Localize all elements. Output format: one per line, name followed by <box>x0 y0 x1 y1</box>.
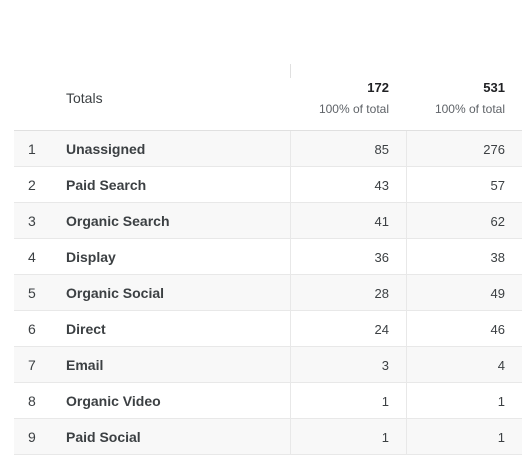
table-row[interactable]: 4 Display 36 38 <box>14 239 522 275</box>
row-dimension: Email <box>66 357 104 373</box>
table-row[interactable]: 8 Organic Video 1 1 <box>14 383 522 419</box>
metric-1-value: 172 <box>367 80 389 95</box>
cell-divider <box>290 275 291 310</box>
table-row[interactable]: 5 Organic Social 28 49 <box>14 275 522 311</box>
row-metric-1: 85 <box>374 142 389 157</box>
row-dimension: Unassigned <box>66 141 146 157</box>
row-index: 9 <box>28 429 36 445</box>
metric-1-total: 172 100% of total <box>279 80 389 116</box>
row-metric-1: 41 <box>374 214 389 229</box>
row-metric-2: 49 <box>490 286 505 301</box>
row-dimension: Display <box>66 249 116 265</box>
cell-divider <box>406 275 407 310</box>
row-metric-2: 62 <box>490 214 505 229</box>
row-index: 1 <box>28 141 36 157</box>
table-row[interactable]: 1 Unassigned 85 276 <box>14 131 522 167</box>
row-metric-1: 43 <box>374 178 389 193</box>
cell-divider <box>406 383 407 418</box>
row-metric-2: 46 <box>490 322 505 337</box>
row-index: 6 <box>28 321 36 337</box>
row-metric-2: 1 <box>497 394 505 409</box>
metric-2-percent: 100% of total <box>434 102 505 116</box>
cell-divider <box>290 131 291 166</box>
cell-divider <box>406 239 407 274</box>
cell-divider <box>290 383 291 418</box>
row-metric-2: 38 <box>490 250 505 265</box>
row-metric-1: 3 <box>381 358 389 373</box>
cell-divider <box>406 311 407 346</box>
row-dimension: Organic Video <box>66 393 161 409</box>
table-row[interactable]: 6 Direct 24 46 <box>14 311 522 347</box>
data-table: Totals 172 100% of total 531 100% of tot… <box>14 64 522 455</box>
table-row[interactable]: 9 Paid Social 1 1 <box>14 419 522 455</box>
row-metric-1: 36 <box>374 250 389 265</box>
row-dimension: Organic Social <box>66 285 165 301</box>
cell-divider <box>290 239 291 274</box>
row-metric-1: 1 <box>381 430 389 445</box>
row-index: 2 <box>28 177 36 193</box>
cell-divider <box>290 347 291 382</box>
row-dimension: Paid Social <box>66 429 141 445</box>
table-row[interactable]: 2 Paid Search 43 57 <box>14 167 522 203</box>
row-metric-1: 28 <box>374 286 389 301</box>
table-header: Totals 172 100% of total 531 100% of tot… <box>14 64 522 131</box>
header-divider <box>290 64 291 78</box>
row-metric-2: 57 <box>490 178 505 193</box>
cell-divider <box>290 311 291 346</box>
metric-2-value: 531 <box>483 80 505 95</box>
table-row[interactable]: 3 Organic Search 41 62 <box>14 203 522 239</box>
row-index: 5 <box>28 285 36 301</box>
cell-divider <box>290 203 291 238</box>
table-row[interactable]: 7 Email 3 4 <box>14 347 522 383</box>
row-dimension: Paid Search <box>66 177 147 193</box>
cell-divider <box>406 131 407 166</box>
row-index: 8 <box>28 393 36 409</box>
row-metric-2: 276 <box>483 142 505 157</box>
cell-divider <box>406 203 407 238</box>
row-metric-1: 24 <box>374 322 389 337</box>
cell-divider <box>290 167 291 202</box>
cell-divider <box>406 167 407 202</box>
cell-divider <box>290 419 291 454</box>
row-index: 3 <box>28 213 36 229</box>
cell-divider <box>406 419 407 454</box>
row-dimension: Organic Search <box>66 213 170 229</box>
metric-2-total: 531 100% of total <box>395 80 505 116</box>
row-metric-2: 1 <box>497 430 505 445</box>
totals-label: Totals <box>66 90 103 106</box>
metric-1-percent: 100% of total <box>318 102 389 116</box>
row-dimension: Direct <box>66 321 106 337</box>
row-index: 7 <box>28 357 36 373</box>
row-index: 4 <box>28 249 36 265</box>
row-metric-1: 1 <box>381 394 389 409</box>
cell-divider <box>406 347 407 382</box>
row-metric-2: 4 <box>497 358 505 373</box>
